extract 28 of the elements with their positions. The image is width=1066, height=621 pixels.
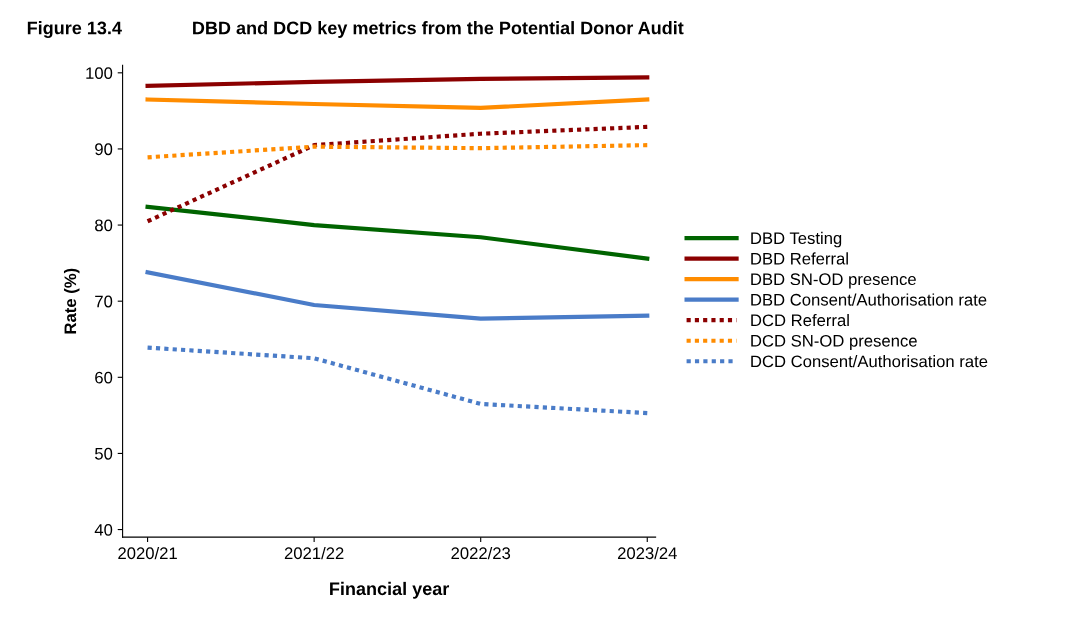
legend-label: DCD SN-OD presence — [751, 334, 917, 351]
chart-title: Figure 13.4 — [27, 21, 122, 38]
line-series — [145, 270, 650, 321]
y-tick-label: 100 — [86, 67, 113, 80]
line-series — [145, 204, 650, 261]
y-tick-label: 40 — [94, 523, 113, 536]
legend-label: DBD Referral — [751, 252, 848, 265]
y-tick-label: 50 — [95, 447, 113, 460]
line-series — [145, 124, 650, 224]
x-axis-title: Financial year — [330, 581, 450, 599]
line-series — [145, 75, 650, 88]
legend-label: DBD Consent/Authorisation rate — [751, 293, 987, 306]
legend-label: DCD Consent/Authorisation rate — [751, 355, 988, 368]
x-tick-label: 2023/24 — [617, 546, 677, 560]
line-series — [145, 143, 650, 160]
y-tick-label: 60 — [95, 371, 113, 384]
legend-label: DCD Referral — [751, 313, 849, 327]
x-tick-label: 2021/22 — [284, 546, 344, 560]
y-axis-title: Rate (%) — [63, 268, 80, 334]
legend-label: DBD Testing — [751, 231, 842, 248]
legend-label: DBD SN-OD presence — [751, 273, 916, 289]
y-tick-label: 70 — [95, 295, 113, 308]
chart-subtitle: DBD and DCD key metrics from the Potential Donor Audit — [193, 21, 684, 38]
y-tick-label: 90 — [95, 143, 113, 156]
x-tick-label: 2020/21 — [118, 546, 177, 560]
line-series — [145, 345, 650, 416]
x-tick-label: 2022/23 — [451, 546, 511, 560]
y-tick-label: 80 — [95, 219, 113, 232]
